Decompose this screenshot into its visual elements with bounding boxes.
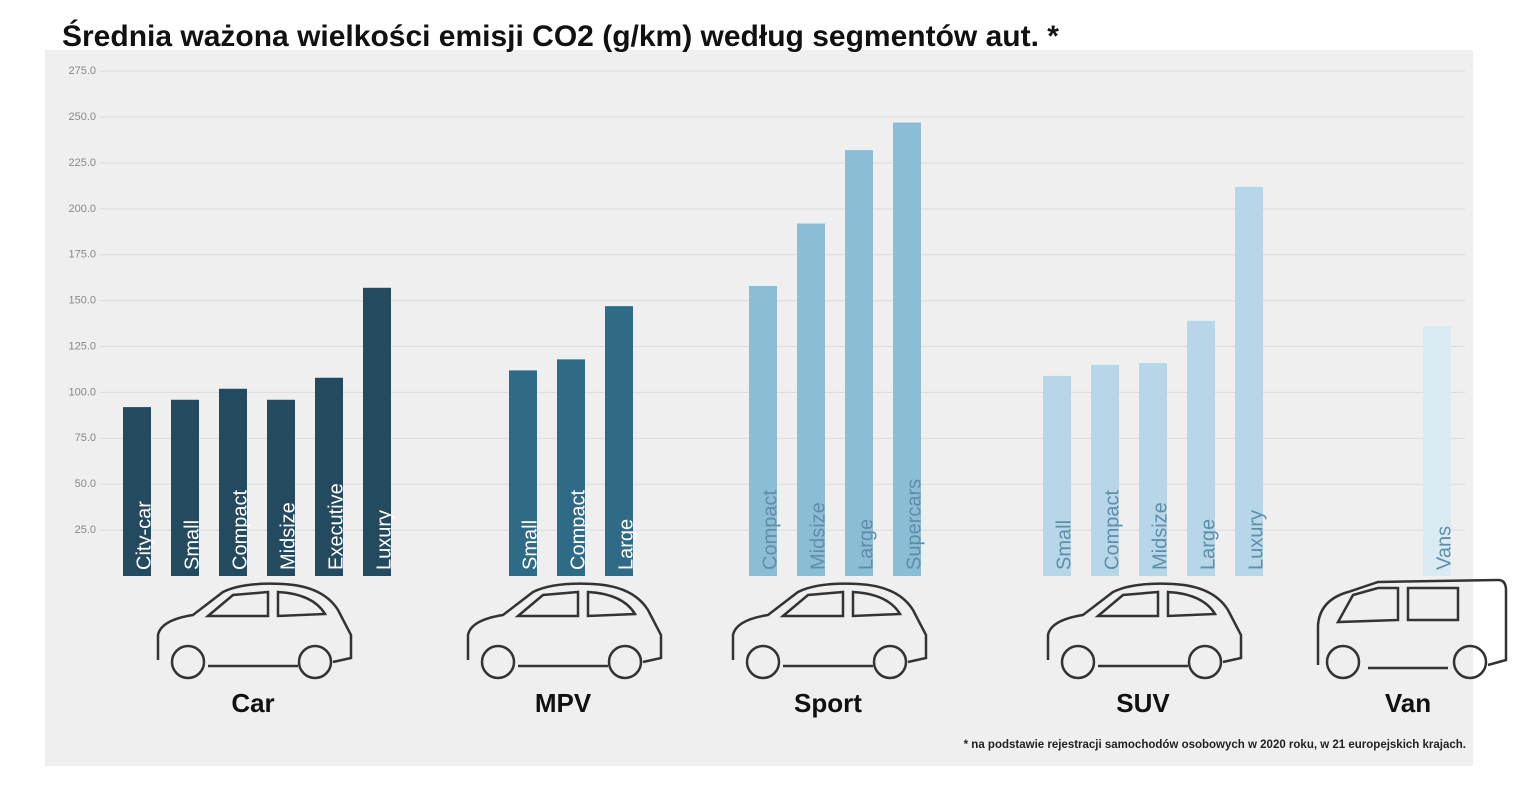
bar xyxy=(171,399,199,576)
group-label: Sport xyxy=(794,688,862,718)
vehicle-wheel xyxy=(170,644,206,680)
vehicle-outline xyxy=(1316,578,1508,670)
vehicle-wheel xyxy=(607,644,643,680)
y-tick-label: 275.0 xyxy=(68,65,96,77)
bar xyxy=(557,359,585,576)
bar xyxy=(315,377,343,576)
bar xyxy=(123,407,151,576)
bar-label: Compact xyxy=(229,490,251,570)
bar xyxy=(893,122,921,576)
y-tick-label: 200.0 xyxy=(68,203,96,215)
group-label: MPV xyxy=(535,688,592,718)
vehicle-window xyxy=(514,590,638,618)
bar xyxy=(267,399,295,576)
vehicle-wheel xyxy=(745,644,781,680)
y-tick-label: 50.0 xyxy=(75,478,96,490)
bar-label: Compact xyxy=(1101,490,1123,570)
bar-label: Small xyxy=(181,520,203,570)
vehicle-icon xyxy=(731,582,928,680)
vehicle-window xyxy=(204,590,328,618)
vehicle-window xyxy=(1335,586,1460,624)
bar-label: Midsize xyxy=(1149,502,1171,570)
bar xyxy=(797,223,825,577)
y-tick-label: 75.0 xyxy=(75,432,96,444)
vehicle-wheel xyxy=(1452,644,1488,680)
bar xyxy=(845,150,873,576)
bar-label: Large xyxy=(615,519,637,570)
bar-label: Compact xyxy=(759,490,781,570)
vehicle-window xyxy=(1094,590,1218,618)
vehicle-wheel xyxy=(872,644,908,680)
group-label: Van xyxy=(1385,688,1431,718)
bar-label: Vans xyxy=(1433,526,1455,570)
vehicle-wheel xyxy=(480,644,516,680)
bar xyxy=(219,388,247,576)
chart-title: Średnia ważona wielkości emisji CO2 (g/k… xyxy=(62,19,1059,53)
vehicle-window xyxy=(779,590,903,618)
y-tick-label: 150.0 xyxy=(68,295,96,307)
vehicle-outline xyxy=(466,582,663,668)
footnote: * na podstawie rejestracji samochodów os… xyxy=(964,739,1466,751)
y-tick-label: 125.0 xyxy=(68,340,96,352)
bar xyxy=(1423,326,1451,576)
vehicle-outline xyxy=(731,582,928,668)
vehicle-wheel xyxy=(1187,644,1223,680)
bar xyxy=(1235,186,1263,577)
bar-label: Large xyxy=(1197,519,1219,570)
vehicle-icon xyxy=(1046,582,1243,680)
vehicle-wheel xyxy=(1060,644,1096,680)
bar-label: Midsize xyxy=(277,502,299,570)
group-label: Car xyxy=(231,688,274,718)
bar xyxy=(1043,375,1071,576)
vehicle-icon xyxy=(156,582,353,680)
bar-label: Executive xyxy=(325,483,347,570)
y-tick-label: 175.0 xyxy=(68,249,96,261)
bar-label: Midsize xyxy=(807,502,829,570)
bar-label: Luxury xyxy=(1245,510,1267,570)
bar-label: Small xyxy=(1053,520,1075,570)
bar xyxy=(749,285,777,576)
y-tick-label: 225.0 xyxy=(68,157,96,169)
bar-label: Luxury xyxy=(373,510,395,570)
bar-label: Small xyxy=(519,520,541,570)
vehicle-icon xyxy=(466,582,663,680)
vehicle-wheel xyxy=(1325,644,1361,680)
y-tick-label: 100.0 xyxy=(68,386,96,398)
group-label: SUV xyxy=(1116,688,1170,718)
bar-label: Large xyxy=(855,519,877,570)
vehicle-outline xyxy=(1046,582,1243,668)
bar-label: City-car xyxy=(133,501,155,570)
vehicle-wheel xyxy=(297,644,333,680)
bar xyxy=(363,287,391,576)
y-tick-label: 250.0 xyxy=(68,111,96,123)
bar-label: Compact xyxy=(567,490,589,570)
bar-label: Supercars xyxy=(903,479,925,570)
bar xyxy=(1187,320,1215,576)
bar xyxy=(605,306,633,576)
bar xyxy=(1139,363,1167,576)
bar xyxy=(509,370,537,576)
bar xyxy=(1091,364,1119,576)
vehicle-outline xyxy=(156,582,353,668)
y-tick-label: 25.0 xyxy=(75,524,96,536)
vehicle-icon xyxy=(1316,578,1508,680)
